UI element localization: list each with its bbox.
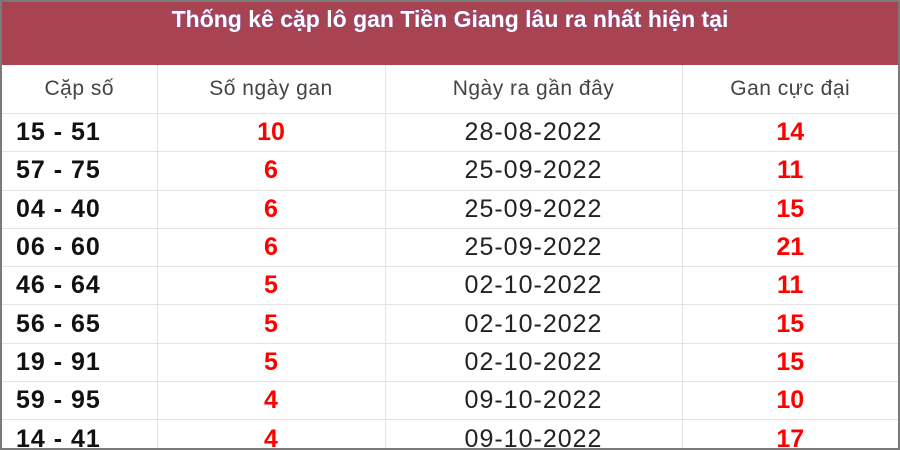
max-gan-cell: 14: [681, 112, 898, 152]
table-row: 06 - 60 6 25-09-2022 21: [2, 227, 898, 267]
last-date-cell: 09-10-2022: [384, 419, 682, 448]
max-gan-cell: 15: [681, 342, 898, 382]
days-cell: 10: [156, 112, 385, 152]
last-date-cell: 02-10-2022: [384, 266, 682, 305]
days-cell: 5: [156, 342, 385, 382]
table-row: 04 - 40 6 25-09-2022 15: [2, 189, 898, 229]
lo-gan-table: Cặp số Số ngày gan Ngày ra gần đây Gan c…: [2, 65, 898, 448]
days-cell: 6: [156, 227, 385, 267]
max-gan-cell: 10: [681, 381, 898, 420]
days-cell: 6: [156, 151, 385, 191]
pair-cell: 15 - 51: [2, 112, 157, 152]
pair-cell: 46 - 64: [2, 266, 157, 305]
max-gan-cell: 11: [681, 151, 898, 191]
table-row: 15 - 51 10 28-08-2022 14: [2, 112, 898, 152]
table-row: 59 - 95 4 09-10-2022 10: [2, 381, 898, 420]
pair-cell: 56 - 65: [2, 304, 157, 344]
days-cell: 6: [156, 189, 385, 229]
pair-cell: 59 - 95: [2, 381, 157, 420]
max-gan-cell: 15: [681, 304, 898, 344]
table-row: 56 - 65 5 02-10-2022 15: [2, 304, 898, 344]
days-cell: 4: [156, 419, 385, 448]
last-date-cell: 25-09-2022: [384, 189, 682, 229]
max-gan-cell: 17: [681, 419, 898, 448]
table-row: 14 - 41 4 09-10-2022 17: [2, 419, 898, 448]
pair-cell: 19 - 91: [2, 342, 157, 382]
last-date-cell: 25-09-2022: [384, 151, 682, 191]
column-header-last-date: Ngày ra gần đây: [384, 65, 682, 114]
max-gan-cell: 11: [681, 266, 898, 305]
pair-cell: 57 - 75: [2, 151, 157, 191]
column-header-days: Số ngày gan: [156, 65, 385, 114]
last-date-cell: 28-08-2022: [384, 112, 682, 152]
column-header-max-gan: Gan cực đại: [681, 65, 898, 114]
pair-cell: 04 - 40: [2, 189, 157, 229]
last-date-cell: 25-09-2022: [384, 227, 682, 267]
table-title: Thống kê cặp lô gan Tiền Giang lâu ra nh…: [2, 2, 898, 65]
days-cell: 5: [156, 266, 385, 305]
last-date-cell: 09-10-2022: [384, 381, 682, 420]
pair-cell: 14 - 41: [2, 419, 157, 448]
last-date-cell: 02-10-2022: [384, 342, 682, 382]
table-row: 19 - 91 5 02-10-2022 15: [2, 342, 898, 382]
header-row: Cặp số Số ngày gan Ngày ra gần đây Gan c…: [2, 65, 898, 114]
max-gan-cell: 21: [681, 227, 898, 267]
pair-cell: 06 - 60: [2, 227, 157, 267]
last-date-cell: 02-10-2022: [384, 304, 682, 344]
days-cell: 4: [156, 381, 385, 420]
table-row: 57 - 75 6 25-09-2022 11: [2, 151, 898, 191]
max-gan-cell: 15: [681, 189, 898, 229]
column-header-pair: Cặp số: [44, 77, 115, 100]
table-row: 46 - 64 5 02-10-2022 11: [2, 266, 898, 305]
days-cell: 5: [156, 304, 385, 344]
